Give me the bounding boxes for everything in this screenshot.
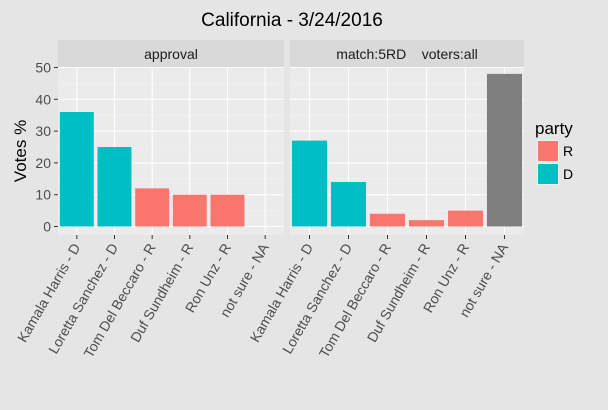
y-tick-label: 10 xyxy=(35,187,51,203)
panel-background xyxy=(290,68,524,235)
bar xyxy=(135,188,170,227)
panel-strip-label: match:5RD voters:all xyxy=(336,46,478,62)
panel-strip xyxy=(58,40,284,68)
y-axis-label: Votes % xyxy=(11,120,30,182)
bar xyxy=(330,181,367,227)
panel-strip xyxy=(290,40,524,68)
bar xyxy=(408,220,445,227)
bar xyxy=(210,194,245,227)
bar xyxy=(369,213,406,227)
y-axis: 0 10 20 30 40 50 xyxy=(35,60,58,235)
legend-label: D xyxy=(563,166,573,182)
y-tick-label: 30 xyxy=(35,123,51,139)
panel-strip-label: approval xyxy=(144,46,198,62)
chart-title: California - 3/24/2016 xyxy=(201,10,383,31)
bar xyxy=(447,210,484,227)
x-tick-label: Tom Del Beccaro - R xyxy=(316,241,394,361)
bar xyxy=(97,147,132,227)
legend-key-swatch xyxy=(538,141,558,161)
y-tick-label: 50 xyxy=(35,60,51,76)
legend-label: R xyxy=(563,143,573,159)
x-tick-label: Loretta Sanchez - D xyxy=(45,241,121,357)
bar xyxy=(486,73,523,227)
legend-key-swatch xyxy=(538,164,558,184)
legend-title: party xyxy=(535,119,573,138)
y-tick-label: 40 xyxy=(35,91,51,107)
bar xyxy=(291,140,328,227)
x-tick-label: Loretta Sanchez - D xyxy=(279,241,355,357)
panel-background xyxy=(58,68,284,235)
legend: party RD xyxy=(535,119,573,185)
y-tick-label: 0 xyxy=(43,219,51,235)
bar xyxy=(59,112,94,227)
bar xyxy=(172,194,207,227)
y-tick-label: 20 xyxy=(35,155,51,171)
